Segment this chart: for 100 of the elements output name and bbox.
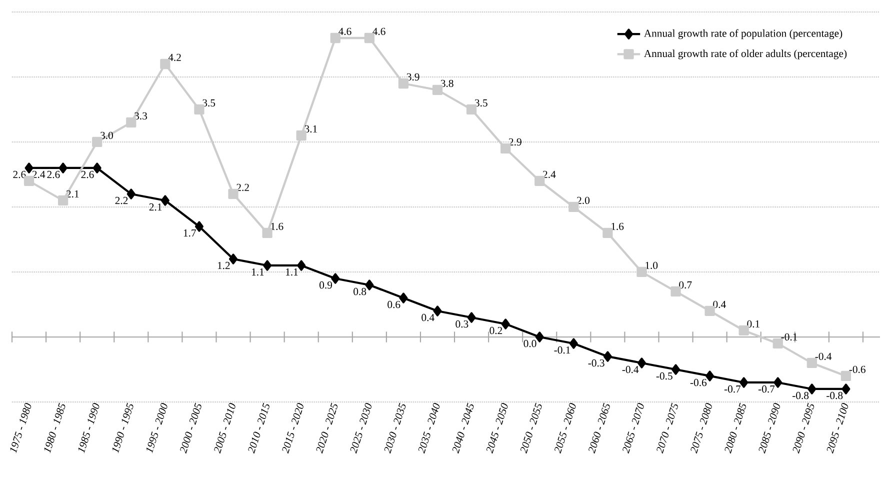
data-label: 0.1 — [747, 320, 760, 328]
point — [194, 221, 204, 232]
data-label: 0.4 — [713, 300, 726, 308]
point — [774, 377, 782, 388]
data-label: 1.1 — [252, 268, 264, 276]
point — [92, 162, 102, 174]
data-label: -0.4 — [622, 366, 639, 374]
data-label: 0.9 — [320, 281, 332, 289]
point — [398, 78, 409, 89]
point — [740, 377, 748, 388]
point — [671, 364, 680, 375]
x-tick-label: 2080 - 2085 — [724, 402, 746, 454]
data-label: 2.6 — [47, 170, 60, 178]
point — [534, 176, 545, 186]
point — [126, 117, 136, 128]
x-tick-label: 2085 - 2090 — [758, 402, 780, 454]
data-label: 0.4 — [422, 314, 434, 322]
data-label: 2.2 — [115, 196, 128, 204]
data-label: 0.2 — [490, 326, 502, 334]
data-label: 2.1 — [149, 203, 162, 211]
point — [126, 188, 136, 200]
data-label: 3.1 — [304, 125, 317, 133]
x-tick-label: 2050 - 2055 — [520, 402, 542, 454]
data-label: -0.6 — [690, 378, 707, 386]
point — [772, 338, 783, 349]
point — [466, 104, 477, 115]
point — [842, 384, 850, 394]
x-tick-label: 2075 - 2080 — [690, 402, 712, 454]
x-tick-label: 2055 - 2060 — [554, 402, 576, 454]
point — [670, 286, 681, 297]
point — [603, 351, 612, 362]
x-tick-label: 1980 - 1985 — [44, 402, 66, 454]
point — [704, 306, 715, 316]
legend-label: Annual growth rate of older adults (percentage) — [644, 49, 847, 60]
point — [296, 130, 306, 141]
x-tick-label: 2005 - 2010 — [214, 402, 236, 454]
data-label: -0.8 — [826, 392, 843, 400]
data-label: -0.3 — [588, 359, 604, 367]
data-label: 1.6 — [612, 222, 624, 230]
x-tick-label: 2030 - 2035 — [384, 402, 406, 454]
point — [535, 332, 544, 342]
data-label: -0.1 — [554, 346, 570, 354]
point — [501, 318, 510, 330]
data-label: 3.0 — [100, 132, 113, 140]
point — [160, 195, 170, 206]
point — [738, 325, 749, 336]
point — [706, 370, 714, 382]
point — [58, 195, 68, 206]
x-tick-label: 2010 - 2015 — [248, 402, 270, 454]
data-label: 0.3 — [456, 320, 468, 328]
data-label: 1.7 — [184, 229, 196, 237]
point — [365, 280, 374, 290]
x-tick-label: 1985 - 1990 — [78, 402, 100, 454]
data-label: 0.8 — [354, 288, 366, 296]
x-tick-label: 2095 - 2100 — [826, 402, 848, 454]
data-label: 0.0 — [524, 340, 536, 348]
x-tick-label: 1975 - 1980 — [10, 402, 32, 454]
point — [92, 136, 102, 148]
point — [433, 306, 442, 316]
data-label: -0.6 — [849, 366, 866, 374]
data-label: 1.0 — [646, 262, 658, 270]
x-tick-label: 2045 - 2050 — [486, 402, 508, 454]
data-label: 1.2 — [218, 262, 230, 270]
x-tick-label: 2070 - 2075 — [656, 402, 678, 454]
point — [262, 228, 272, 238]
point — [399, 292, 408, 304]
point — [297, 260, 306, 271]
data-label: -0.4 — [815, 352, 832, 360]
data-label: 0.6 — [388, 300, 400, 308]
x-tick-label: 2090 - 2095 — [792, 402, 814, 454]
data-label: 1.1 — [286, 268, 298, 276]
data-label: -0.1 — [781, 333, 798, 341]
data-label: -0.7 — [724, 385, 741, 393]
point — [637, 358, 646, 368]
data-label: -0.5 — [656, 372, 672, 380]
point — [467, 312, 476, 323]
x-tick-label: 2015 - 2020 — [282, 402, 304, 454]
point — [636, 266, 647, 278]
data-label: 4.2 — [168, 54, 181, 62]
data-label: 4.6 — [338, 28, 352, 36]
x-tick-label: 2020 - 2025 — [316, 402, 338, 454]
point — [364, 32, 374, 44]
point — [228, 254, 238, 264]
x-tick-label: 2065 - 2070 — [622, 402, 644, 454]
x-tick-label: 2000 - 2005 — [180, 402, 202, 454]
x-tick-label: 2025 - 2030 — [350, 402, 372, 454]
data-label: -0.7 — [758, 385, 775, 393]
point — [500, 143, 511, 154]
x-tick-label: 2040 - 2045 — [452, 402, 474, 454]
data-label: 1.6 — [271, 222, 284, 230]
x-tick-label: 1995 - 2000 — [146, 402, 168, 454]
legend-label: Annual growth rate of population (percentage) — [644, 29, 842, 40]
x-tick-label: 2035 - 2040 — [418, 402, 440, 454]
data-label: 3.8 — [440, 80, 454, 88]
point — [194, 104, 204, 115]
point — [806, 358, 817, 368]
point — [331, 273, 340, 284]
x-tick-label: 2060 - 2065 — [588, 402, 610, 454]
data-label: -0.8 — [792, 392, 809, 400]
data-label: 2.6 — [81, 170, 94, 178]
